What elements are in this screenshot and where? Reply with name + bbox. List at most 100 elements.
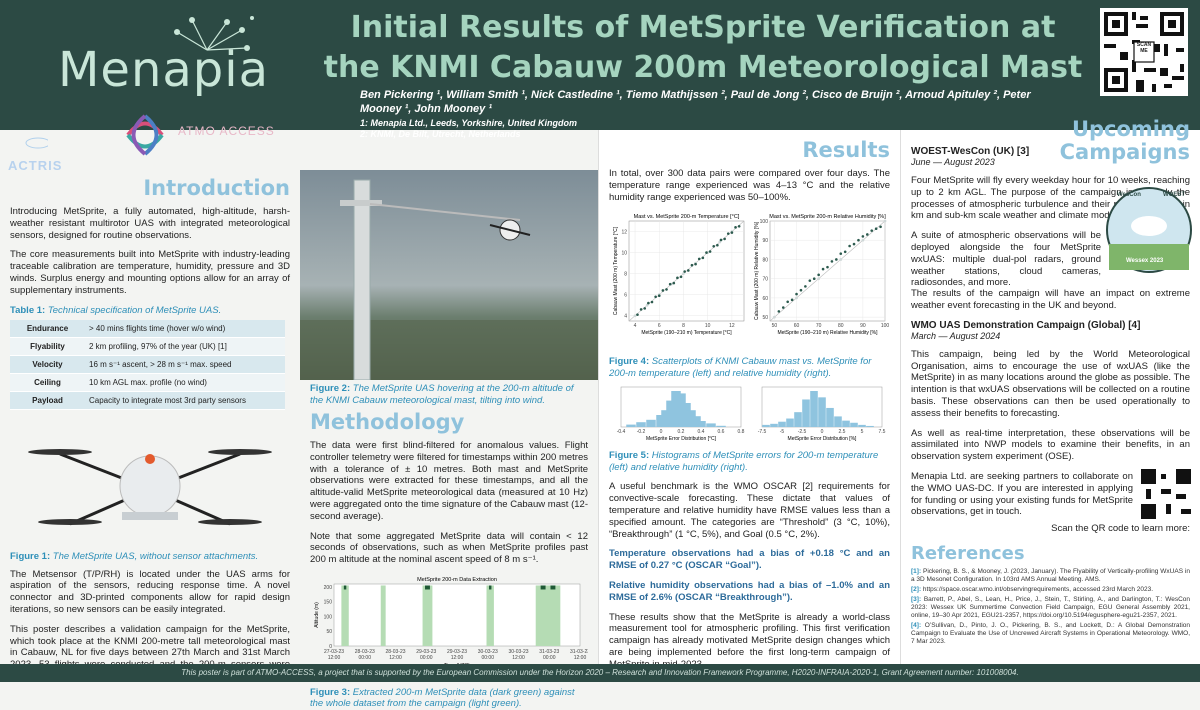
scatter-point [853,243,856,246]
scatter-point [782,307,785,310]
scatter-point [694,263,697,266]
figure-4-caption-text: Scatterplots of KNMI Cabauw mast vs. Met… [609,356,871,379]
y-axis-label: Cabauw Mast (200 m) Temperature [°C] [613,227,619,316]
reference-text: Barrett, P., Abel, S., Lean, H., Price, … [911,596,1190,619]
qr-code-small-icon[interactable] [1141,469,1191,519]
spec-key: Endurance [10,320,85,338]
figure-2-caption-text: The MetSprite UAS hovering at the 200-m … [310,383,574,406]
y-tick-label: 6 [624,293,627,299]
column-introduction: Introduction Introducing MetSprite, a fu… [0,130,300,664]
spec-table: Endurance> 40 mins flights time (hover w… [10,320,285,410]
scatter-plots: Mast vs. MetSprite 200-m Temperature [°C… [609,211,891,351]
scatter-point [822,268,825,271]
scatter-point [676,277,679,280]
scatter-point [683,271,686,274]
x-tick-time: 12:00 [451,655,464,661]
scatter-point [698,258,701,261]
y-tick-label: 60 [762,296,768,302]
y-tick-label: 10 [621,251,627,257]
figure-2-caption: Figure 2: The MetSprite UAS hovering at … [310,383,588,406]
column-results: Results In total, over 300 data pairs we… [598,130,900,664]
scatter-point [687,270,690,273]
scatter-point [705,252,708,255]
x-tick-time: 00:00 [358,655,371,661]
histogram-bar [858,425,866,427]
campaign-2-paragraph-1: This campaign, being led by the World Me… [911,349,1190,420]
flight-segment-light [423,585,433,646]
y-tick-label: 80 [762,258,768,264]
qr-code-icon[interactable]: SCAN ME [1100,8,1188,96]
x-tick-label: 7.5 [879,429,886,435]
scatter-point [723,238,726,241]
histogram-bar [770,424,778,427]
histogram-bar [810,391,818,427]
introduction-heading: Introduction [10,176,290,200]
x-tick-label: 0 [660,429,663,435]
histogram-bar [818,398,826,428]
y-tick-label: 100 [760,219,769,225]
flight-segment-light [381,585,386,646]
column-campaigns: Upcoming Campaigns WOEST-WesCon (UK) [3]… [900,130,1200,664]
y-tick-label: 50 [326,629,332,635]
results-paragraph-2: A useful benchmark is the WMO OSCAR [2] … [609,481,890,540]
scatter-point [879,226,882,229]
results-heading: Results [609,138,890,162]
histogram-bar [826,408,834,427]
scatter-title: Mast vs. MetSprite 200-m Relative Humidi… [769,214,886,220]
x-tick-label: 5 [861,429,864,435]
x-tick-label: 50 [772,323,778,329]
x-tick-label: 0.6 [718,429,725,435]
x-tick-label: 4 [634,323,637,329]
x-tick-label: 90 [860,323,866,329]
campaign-1-paragraph-3: The results of the campaign will have an… [911,288,1190,312]
x-tick-label: 60 [794,323,800,329]
x-tick-label: -5 [780,429,785,435]
campaign-2-date: March — August 2024 [911,331,1190,341]
mast-photo [300,170,598,380]
footer-funding-note: This poster is part of ATMO-ACCESS, a pr… [0,664,1200,682]
x-axis-label: MetSprite Error Distribution [°C] [646,436,717,442]
badge-woest-text: WOEST [1163,192,1185,198]
histogram-bar [866,426,874,427]
histogram-bar [762,425,770,427]
scatter-point [702,257,705,260]
references-heading: References [911,543,1190,564]
figure-5-caption-text: Histograms of MetSprite errors for 200-m… [609,450,878,473]
spec-key: Flyability [10,338,85,356]
scatter-point [813,278,816,281]
flight-segment-light [341,585,348,646]
metsprite-uas-photo [10,414,290,544]
background-point [634,315,637,318]
scatter-point [716,244,719,247]
histogram-bar [626,425,636,427]
reference-item: [4]: O’Sullivan, D., Pinto, J. O., Picke… [911,622,1190,646]
author-list: Ben Pickering ¹, William Smith ¹, Nick C… [360,88,1060,116]
scatter-point [662,290,665,293]
campaigns-heading-line-1: Upcoming [1060,118,1190,141]
campaign-2-paragraph-3: Menapia Ltd. are seeking partners to col… [911,471,1133,518]
x-tick-time: 00:00 [481,655,494,661]
background-point [795,297,798,300]
histogram-bar [802,400,810,428]
table-1-caption-label: Table 1: [10,305,45,316]
intro-paragraph-1: Introducing MetSprite, a fully automated… [10,206,290,241]
y-tick-label: 12 [621,230,627,236]
poster-header: Menapia Initial Results of MetSprite Ver… [0,0,1200,130]
reference-link[interactable]: https://space.oscar.wmo.int/observingreq… [923,586,1153,593]
y-tick-label: 4 [624,314,627,320]
scatter-point [857,239,860,242]
x-tick-label: 0.2 [678,429,685,435]
campaign-1-paragraph-2: A suite of atmospheric observations will… [911,230,1101,289]
menapia-logo-text: Menapia [58,42,269,98]
results-paragraph-3: These results show that the MetSprite is… [609,612,890,671]
background-point [861,239,864,242]
scatter-point [835,259,838,262]
scan-qr-text: Scan the QR code to learn more: [911,523,1190,535]
reference-list: [1]: Pickering, B. S., & Mooney, J. (202… [911,568,1190,646]
scatter-point [669,283,672,286]
figure-5-label: Figure 5: [609,450,649,461]
figure-5-caption: Figure 5: Histograms of MetSprite errors… [609,450,890,473]
reference-item: [3]: Barrett, P., Abel, S., Lean, H., Pr… [911,596,1190,620]
